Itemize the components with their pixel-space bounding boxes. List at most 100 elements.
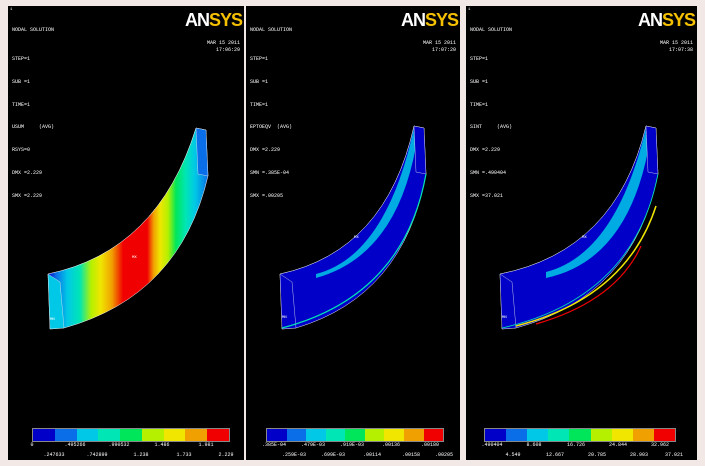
legend-label: .00114	[362, 452, 382, 458]
legend-label: .259E-03	[281, 452, 307, 458]
window-number: 1	[468, 8, 471, 12]
info-line: STEP=1	[12, 55, 31, 62]
info-line: TIME=1	[470, 101, 489, 108]
info-line: SMN =.385E-04	[250, 169, 290, 176]
info-line: RSYS=0	[12, 147, 31, 154]
solution-header: NODAL SOLUTION	[12, 27, 55, 34]
legend-label: 28.903	[629, 452, 649, 458]
legend-label: 1.981	[198, 442, 214, 448]
mn-marker: MN	[502, 316, 507, 320]
solution-info: NODAL SOLUTION STEP=1 SUB =1 TIME=1 EPTO…	[250, 12, 292, 215]
legend-label: .990532	[108, 442, 130, 448]
date-text: MAR 15 2011	[206, 40, 240, 46]
beam-end-face	[645, 125, 659, 175]
legend-label: .479E-03	[300, 442, 326, 448]
legend-label: .385E-04	[261, 442, 287, 448]
date-text: MAR 15 2011	[659, 40, 693, 46]
time-text: 17:06:29	[215, 47, 240, 53]
legend-label: .00136	[381, 442, 401, 448]
beam-side-face	[279, 125, 427, 330]
legend-label: .490404	[481, 442, 503, 448]
stress-edge-yellow	[515, 205, 657, 327]
stress-edge-red	[535, 245, 642, 325]
mn-marker: MN	[50, 318, 55, 322]
legend-label: 32.962	[650, 442, 670, 448]
date-text: MAR 15 2011	[422, 40, 456, 46]
info-line: DMX =2.229	[12, 169, 43, 176]
color-legend-bar	[32, 428, 230, 442]
beam-contour-plot	[499, 125, 659, 330]
beam-fixed-face	[47, 273, 65, 330]
legend-label: .919E-03	[339, 442, 365, 448]
legend-label: .00205	[434, 452, 454, 458]
legend-label: .247633	[43, 452, 65, 458]
beam-end-face	[195, 127, 209, 177]
viewport-eptoeqv[interactable]: NODAL SOLUTION STEP=1 SUB =1 TIME=1 EPTO…	[246, 6, 460, 460]
legend-label: 1.733	[176, 452, 192, 458]
legend-label: .495266	[64, 442, 86, 448]
info-line: SUB =1	[250, 78, 269, 85]
info-line: STEP=1	[250, 55, 269, 62]
info-line: DMX =2.229	[250, 147, 281, 154]
mx-marker: MX	[354, 236, 359, 240]
mx-marker: MX	[132, 256, 137, 260]
beam-contour-plot	[279, 125, 427, 330]
legend-label: 16.726	[566, 442, 586, 448]
ansys-logo: ANSYS	[400, 10, 459, 30]
legend-label: 20.785	[587, 452, 607, 458]
mn-marker: MN	[282, 316, 287, 320]
window-number: 1	[10, 8, 13, 12]
legend-label: 2.229	[218, 452, 234, 458]
info-line: USUM (AVG)	[12, 124, 55, 131]
beam-fixed-face	[279, 273, 297, 330]
timestamp: MAR 15 2011 17:07:38	[660, 40, 693, 54]
info-line: SUB =1	[12, 78, 31, 85]
beam-end-face	[413, 125, 427, 175]
color-legend-bar	[484, 428, 676, 442]
info-line: TIME=1	[250, 101, 269, 108]
strain-band	[316, 128, 416, 278]
info-line: DMX =2.229	[470, 147, 501, 154]
info-line: STEP=1	[470, 55, 489, 62]
legend-label: 1.238	[133, 452, 149, 458]
legend-label: 1.486	[154, 442, 170, 448]
beam-side-face	[499, 125, 659, 330]
solution-info: NODAL SOLUTION STEP=1 SUB =1 TIME=1 SINT…	[470, 12, 512, 215]
beam-contour-plot	[47, 127, 209, 330]
legend-label: 4.549	[505, 452, 521, 458]
strain-edge	[281, 173, 427, 329]
stress-edge-cyan	[501, 173, 659, 329]
legend-label: 8.608	[526, 442, 542, 448]
info-line: SMX =2.229	[12, 192, 43, 199]
time-text: 17:07:20	[431, 47, 456, 53]
ansys-logo: ANSYS	[637, 10, 696, 30]
legend-label: .742899	[86, 452, 108, 458]
legend-label: .699E-03	[320, 452, 346, 458]
legend-label: 12.667	[545, 452, 565, 458]
beam-side-face	[47, 127, 209, 330]
stress-band	[546, 128, 648, 278]
legend-label: 37.021	[664, 452, 684, 458]
beam-fixed-face	[499, 273, 517, 330]
color-legend-bar	[266, 428, 444, 442]
legend-label: .00180	[420, 442, 440, 448]
viewport-usum[interactable]: 1 NODAL SOLUTION STEP=1 SUB =1 TIME=1 US…	[8, 6, 244, 460]
info-line: SINT (AVG)	[470, 124, 513, 131]
mx-marker: MX	[582, 236, 587, 240]
info-line: SUB =1	[470, 78, 489, 85]
solution-header: NODAL SOLUTION	[470, 27, 513, 34]
legend-label: 0	[30, 442, 34, 448]
time-text: 17:07:38	[668, 47, 693, 53]
info-line: EPTOEQV (AVG)	[250, 124, 293, 131]
viewport-sint[interactable]: 1 NODAL SOLUTION STEP=1 SUB =1 TIME=1 SI…	[466, 6, 697, 460]
ansys-logo: ANSYS	[184, 10, 243, 30]
solution-header: NODAL SOLUTION	[250, 27, 293, 34]
legend-label: 24.844	[608, 442, 628, 448]
info-line: SMN =.490404	[470, 169, 507, 176]
timestamp: MAR 15 2011 17:06:29	[207, 40, 240, 54]
info-line: SMX =37.021	[470, 192, 504, 199]
legend-label: .00158	[401, 452, 421, 458]
info-line: TIME=1	[12, 101, 31, 108]
timestamp: MAR 15 2011 17:07:20	[423, 40, 456, 54]
info-line: SMX =.00205	[250, 192, 284, 199]
